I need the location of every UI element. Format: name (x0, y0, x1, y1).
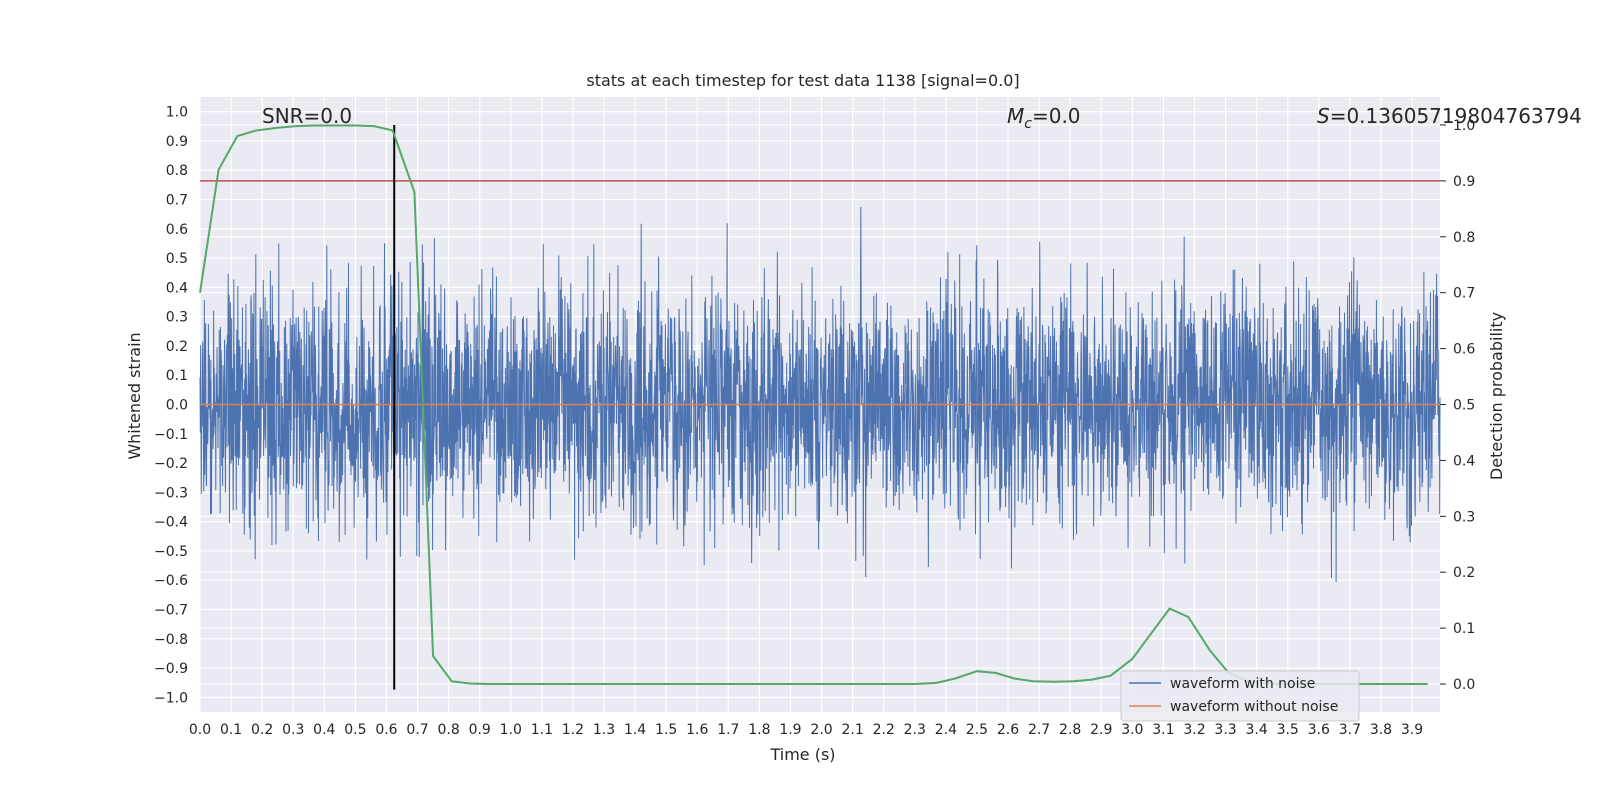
y-tick-label: 0.6 (166, 222, 188, 238)
x-tick-label: 3.8 (1370, 722, 1392, 738)
x-tick-label: 3.9 (1401, 722, 1423, 738)
mc-annotation-value: =0.0 (1032, 104, 1081, 128)
series-waveform-with-noise (199, 207, 1441, 583)
y-tick-label: 0.1 (166, 368, 188, 384)
x-tick-label: 0.8 (437, 722, 459, 738)
x-tick-label: 2.5 (966, 722, 988, 738)
x-tick-label: 2.2 (873, 722, 895, 738)
y-tick-label: −0.2 (154, 456, 188, 472)
x-tick-label: 1.7 (717, 722, 739, 738)
y-axis-label: Whitened strain (125, 332, 144, 459)
x-tick-label: 2.8 (1059, 722, 1081, 738)
y-tick-label: −0.8 (154, 632, 188, 648)
y2-tick-label: 0.7 (1453, 286, 1475, 302)
snr-annotation: SNR=0.0 (262, 104, 352, 128)
y-tick-label: 0.9 (166, 134, 188, 150)
x-tick-label: 2.6 (997, 722, 1019, 738)
y2-tick-label: 0.5 (1453, 398, 1475, 414)
y2-tick-label: 0.4 (1453, 453, 1475, 469)
x-tick-label: 1.8 (748, 722, 770, 738)
legend-label-waveform-without-noise: waveform without noise (1170, 699, 1338, 715)
x-tick-label: 0.4 (313, 722, 335, 738)
x-tick-label: 1.6 (686, 722, 708, 738)
y-tick-label: 0.7 (166, 193, 188, 209)
y2-tick-label: 0.1 (1453, 621, 1475, 637)
x-tick-label: 1.2 (562, 722, 584, 738)
x-tick-label: 1.9 (779, 722, 801, 738)
x-tick-label: 0.1 (220, 722, 242, 738)
x-tick-label: 2.1 (841, 722, 863, 738)
x-tick-label: 1.4 (624, 722, 646, 738)
y-tick-label: −0.5 (154, 544, 188, 560)
y-tick-label: −0.9 (154, 661, 188, 677)
y-tick-label: −0.4 (154, 515, 188, 531)
y-axis-ticks: 1.0 0.9 0.8 0.7 0.6 0.5 0.4 0.3 0.2 0.1 0.0 −0.1 −0.… (154, 105, 188, 707)
x-axis-ticks: 0.0 0.1 0.2 0.3 0.4 0.5 0.6 0.7 0.8 0.9 1.0 1.1 1.2 1… (189, 722, 1423, 738)
s-annotation: S=0.13605719804763794 (1317, 104, 1582, 128)
s-annotation-value: =0.13605719804763794 (1330, 104, 1582, 128)
y2-axis-label: Detection probability (1487, 312, 1506, 480)
y2-tick-label: 0.3 (1453, 509, 1475, 525)
x-tick-label: 3.2 (1183, 722, 1205, 738)
x-tick-label: 0.0 (189, 722, 211, 738)
y-tick-label: 0.8 (166, 163, 188, 179)
y2-tick-label: 0.9 (1453, 174, 1475, 190)
x-axis-label: Time (s) (769, 745, 835, 764)
y-tick-label: 0.0 (166, 398, 188, 414)
x-tick-label: 0.6 (375, 722, 397, 738)
y-tick-label: −0.7 (154, 603, 188, 619)
x-tick-label: 1.3 (593, 722, 615, 738)
x-tick-label: 1.0 (500, 722, 522, 738)
y-tick-label: 1.0 (166, 105, 188, 121)
y2-tick-label: 0.2 (1453, 565, 1475, 581)
x-tick-label: 3.6 (1308, 722, 1330, 738)
y2-tick-label: 0.8 (1453, 230, 1475, 246)
x-tick-label: 0.7 (406, 722, 428, 738)
y2-axis-ticks: 1.0 0.9 0.8 0.7 0.6 0.5 0.4 0.3 0.2 0.1 0.0 (1440, 118, 1475, 693)
y-tick-label: −0.1 (154, 427, 188, 443)
legend: waveform with noise waveform without noi… (1120, 670, 1360, 722)
legend-box (1120, 670, 1360, 722)
x-tick-label: 0.2 (251, 722, 273, 738)
x-tick-label: 2.9 (1090, 722, 1112, 738)
x-tick-label: 2.4 (935, 722, 957, 738)
x-tick-label: 0.9 (469, 722, 491, 738)
x-tick-label: 3.4 (1246, 722, 1268, 738)
y2-tick-label: 0.6 (1453, 342, 1475, 358)
x-tick-label: 1.5 (655, 722, 677, 738)
x-tick-label: 3.3 (1214, 722, 1236, 738)
y-tick-label: 0.3 (166, 310, 188, 326)
y-tick-label: 0.5 (166, 251, 188, 267)
x-tick-label: 3.0 (1121, 722, 1143, 738)
y-tick-label: −1.0 (154, 690, 188, 706)
x-tick-label: 3.1 (1152, 722, 1174, 738)
x-tick-label: 3.5 (1277, 722, 1299, 738)
y-tick-label: 0.4 (166, 280, 188, 296)
y2-tick-label: 1.0 (1453, 118, 1475, 134)
y-tick-label: −0.3 (154, 485, 188, 501)
x-tick-label: 0.5 (344, 722, 366, 738)
chart-title: stats at each timestep for test data 113… (586, 71, 1019, 90)
x-tick-label: 2.0 (810, 722, 832, 738)
x-tick-label: 2.7 (1028, 722, 1050, 738)
y-tick-label: −0.6 (154, 573, 188, 589)
y-tick-label: 0.2 (166, 339, 188, 355)
x-tick-label: 0.3 (282, 722, 304, 738)
x-tick-label: 2.3 (904, 722, 926, 738)
mc-annotation: Mc=0.0 (1007, 104, 1081, 132)
x-tick-label: 3.7 (1339, 722, 1361, 738)
legend-label-waveform-with-noise: waveform with noise (1170, 676, 1315, 692)
y2-tick-label: 0.0 (1453, 677, 1475, 693)
x-tick-label: 1.1 (531, 722, 553, 738)
